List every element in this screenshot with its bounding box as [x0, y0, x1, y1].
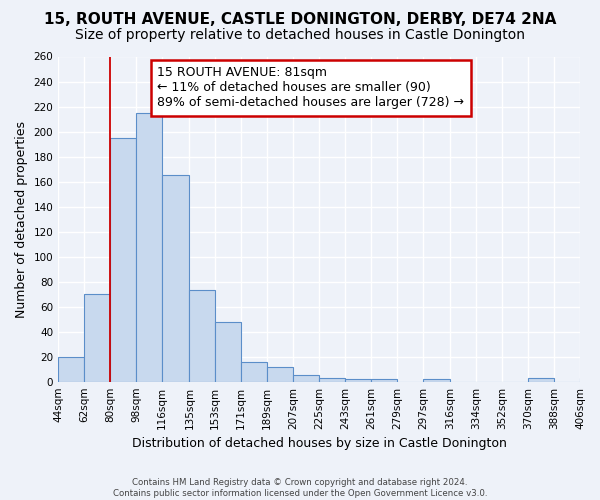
Text: 15, ROUTH AVENUE, CASTLE DONINGTON, DERBY, DE74 2NA: 15, ROUTH AVENUE, CASTLE DONINGTON, DERB… — [44, 12, 556, 28]
X-axis label: Distribution of detached houses by size in Castle Donington: Distribution of detached houses by size … — [131, 437, 506, 450]
Bar — [345, 379, 371, 382]
Bar — [241, 362, 267, 382]
Text: Contains HM Land Registry data © Crown copyright and database right 2024.
Contai: Contains HM Land Registry data © Crown c… — [113, 478, 487, 498]
Text: Size of property relative to detached houses in Castle Donington: Size of property relative to detached ho… — [75, 28, 525, 42]
Y-axis label: Number of detached properties: Number of detached properties — [15, 120, 28, 318]
Bar — [215, 322, 241, 382]
Bar — [84, 294, 110, 382]
Bar — [110, 138, 136, 382]
Bar — [528, 378, 554, 382]
Bar — [423, 379, 450, 382]
Bar — [267, 366, 293, 382]
Bar — [293, 376, 319, 382]
Bar — [190, 290, 215, 382]
Bar — [371, 379, 397, 382]
Bar — [162, 176, 190, 382]
Bar — [580, 378, 600, 382]
Bar — [58, 356, 84, 382]
Bar — [319, 378, 345, 382]
Bar — [136, 113, 162, 382]
Text: 15 ROUTH AVENUE: 81sqm
← 11% of detached houses are smaller (90)
89% of semi-det: 15 ROUTH AVENUE: 81sqm ← 11% of detached… — [157, 66, 464, 110]
